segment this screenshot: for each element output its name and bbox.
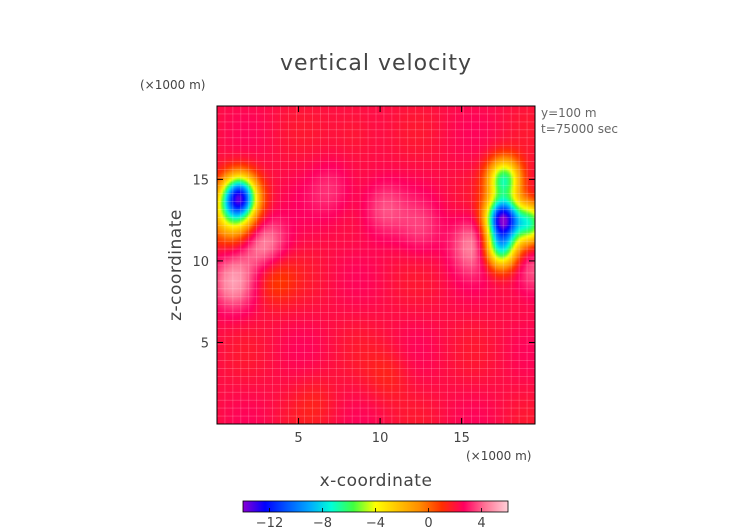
y-unit-label: (×1000 m) [140, 78, 205, 92]
y-tick-label: 5 [201, 336, 209, 351]
annotation-y-level: y=100 m [541, 106, 597, 120]
colorbar-tick-label: 0 [424, 516, 432, 531]
plot-area: 5 10 15 5 10 15 [192, 105, 536, 446]
gridlines [217, 106, 535, 424]
x-unit-label: (×1000 m) [466, 449, 531, 463]
colorbar-tick-label: −8 [313, 516, 332, 531]
annotation-time: t=75000 sec [541, 122, 618, 136]
colorbar-tick-label: −12 [256, 516, 283, 531]
y-tick-label: 15 [192, 173, 209, 188]
colorbar-tick-label: −4 [366, 516, 385, 531]
x-tick-label: 15 [453, 431, 470, 446]
y-tick-label: 10 [192, 255, 209, 270]
x-axis-ticks: 5 10 15 [294, 106, 470, 446]
colorbar: −12 −8 −4 0 4 [242, 500, 509, 531]
x-tick-label: 10 [372, 431, 389, 446]
x-tick-label: 5 [294, 431, 302, 446]
y-axis-label: z-coordinate [166, 209, 186, 321]
colorbar-ticks: −12 −8 −4 0 4 [256, 508, 486, 531]
chart-title: vertical velocity [280, 51, 472, 76]
heatmap-field [217, 106, 535, 424]
plot-frame [216, 105, 536, 425]
colorbar-tick-label: 4 [477, 516, 485, 531]
x-axis-label: x-coordinate [320, 471, 433, 491]
y-axis-ticks: 5 10 15 [192, 173, 535, 351]
